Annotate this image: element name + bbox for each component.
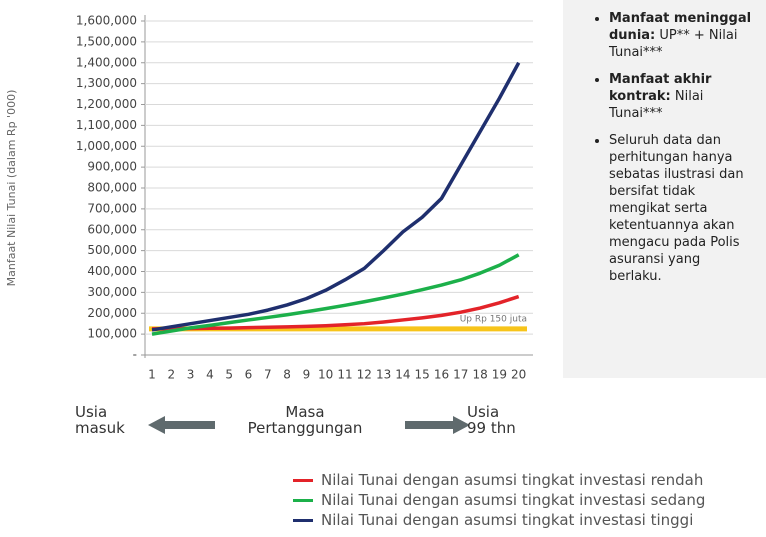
note-left: Usia masuk	[75, 403, 125, 437]
note-item: Seluruh data dan perhitungan hanya sebat…	[609, 132, 752, 285]
y-tick-label: 100,000	[87, 327, 137, 341]
x-tick-label: 3	[187, 368, 195, 382]
y-tick-label: -	[133, 348, 137, 362]
legend-swatch	[293, 498, 313, 502]
x-tick-label: 6	[245, 368, 253, 382]
x-tick-label: 16	[434, 368, 449, 382]
x-tick-label: 8	[283, 368, 291, 382]
series-line	[151, 61, 521, 332]
notes-box: Manfaat meninggal dunia: UP** + Nilai Tu…	[563, 0, 766, 378]
x-tick-label: 13	[376, 368, 391, 382]
y-tick-label: 1,300,000	[76, 76, 137, 90]
x-tick-label: 9	[303, 368, 311, 382]
reference-label: Up Rp 150 juta	[460, 314, 527, 324]
y-tick-label: 600,000	[87, 222, 137, 236]
legend-item: Nilai Tunai dengan asumsi tingkat invest…	[293, 470, 705, 490]
arrow-left	[148, 416, 215, 434]
note-right: Usia 99 thn	[467, 403, 516, 437]
legend: Nilai Tunai dengan asumsi tingkat invest…	[293, 470, 705, 530]
note-middle: Masa Pertanggungan	[247, 403, 363, 437]
note-item: Manfaat akhir kontrak: Nilai Tunai***	[609, 71, 752, 122]
legend-item: Nilai Tunai dengan asumsi tingkat invest…	[293, 510, 705, 530]
y-axis-label: Manfaat Nilai Tunai (dalam Rp '000)	[5, 90, 18, 287]
y-tick-label: 400,000	[87, 264, 137, 278]
x-tick-label: 15	[415, 368, 430, 382]
y-tick-label: 1,500,000	[76, 34, 137, 48]
x-tick-label: 20	[511, 368, 526, 382]
y-tick-label: 1,000,000	[76, 139, 137, 153]
y-tick-label: 900,000	[87, 160, 137, 174]
y-tick-label: 1,400,000	[76, 55, 137, 69]
legend-swatch	[293, 518, 313, 522]
y-tick-label: 500,000	[87, 243, 137, 257]
x-tick-label: 14	[395, 368, 410, 382]
legend-label: Nilai Tunai dengan asumsi tingkat invest…	[321, 471, 704, 489]
arrow-right	[405, 416, 470, 434]
notes-list: Manfaat meninggal dunia: UP** + Nilai Tu…	[593, 10, 752, 285]
legend-swatch	[293, 478, 313, 482]
legend-label: Nilai Tunai dengan asumsi tingkat invest…	[321, 491, 706, 509]
y-tick-label: 1,600,000	[76, 14, 137, 28]
x-tick-label: 10	[318, 368, 333, 382]
note-text: UP** + Nilai Tunai***	[609, 28, 738, 60]
x-tick-label: 7	[264, 368, 272, 382]
series-line	[151, 294, 520, 331]
y-tick-label: 700,000	[87, 201, 137, 215]
note-bold: Manfaat akhir kontrak:	[609, 72, 712, 104]
x-tick-label: 1	[148, 368, 156, 382]
y-tick-label: 1,100,000	[76, 118, 137, 132]
note-item: Manfaat meninggal dunia: UP** + Nilai Tu…	[609, 10, 752, 61]
legend-item: Nilai Tunai dengan asumsi tingkat invest…	[293, 490, 705, 510]
x-tick-label: 18	[472, 368, 487, 382]
x-tick-label: 5	[225, 368, 233, 382]
series-line	[151, 253, 520, 336]
note-text: Seluruh data dan perhitungan hanya sebat…	[609, 133, 744, 284]
legend-label: Nilai Tunai dengan asumsi tingkat invest…	[321, 511, 694, 529]
x-tick-label: 12	[357, 368, 372, 382]
y-tick-label: 1,200,000	[76, 97, 137, 111]
x-tick-label: 17	[453, 368, 468, 382]
x-tick-label: 19	[492, 368, 507, 382]
note-bold: Manfaat meninggal dunia:	[609, 11, 752, 43]
note-text: Nilai Tunai***	[609, 89, 704, 121]
x-tick-label: 4	[206, 368, 214, 382]
y-tick-label: 800,000	[87, 181, 137, 195]
x-tick-label: 2	[167, 368, 175, 382]
y-tick-label: 200,000	[87, 306, 137, 320]
x-tick-label: 11	[337, 368, 352, 382]
y-tick-label: 300,000	[87, 285, 137, 299]
